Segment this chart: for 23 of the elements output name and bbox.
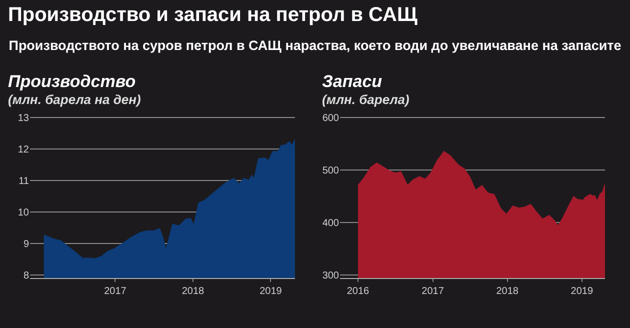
y-tick-label: 11 <box>18 176 30 187</box>
text: Производство и запаси на петрол в САЩ <box>8 4 418 27</box>
chart-title: Запаси <box>322 72 382 92</box>
y-tick-label: 10 <box>18 207 30 218</box>
x-tick-label: 2018 <box>496 286 519 297</box>
y-tick-label: 500 <box>322 166 340 176</box>
y-tick-label: 400 <box>322 218 340 229</box>
x-tick-label: 2019 <box>260 286 282 297</box>
y-tick-label: 300 <box>322 270 340 282</box>
x-tick-label: 2017 <box>422 286 444 297</box>
x-tick-label: 2018 <box>182 286 205 297</box>
x-tick-label: 2019 <box>570 286 594 297</box>
x-tick-label: 2016 <box>346 286 370 297</box>
x-tick-label: 2017 <box>104 286 127 297</box>
y-tick-label: 13 <box>18 113 30 124</box>
y-axis-title: (млн. барела) <box>322 92 410 107</box>
text: Производството на суров петрол в САЩ нараства, което води до увеличаване на запасите <box>8 38 622 53</box>
chart-title: Производство <box>8 72 136 92</box>
y-tick-label: 8 <box>23 270 30 282</box>
y-tick-label: 9 <box>23 238 30 250</box>
y-tick-label: 12 <box>18 144 30 156</box>
y-axis-title: (млн. барела на ден) <box>8 92 141 107</box>
y-tick-label: 600 <box>322 113 340 124</box>
